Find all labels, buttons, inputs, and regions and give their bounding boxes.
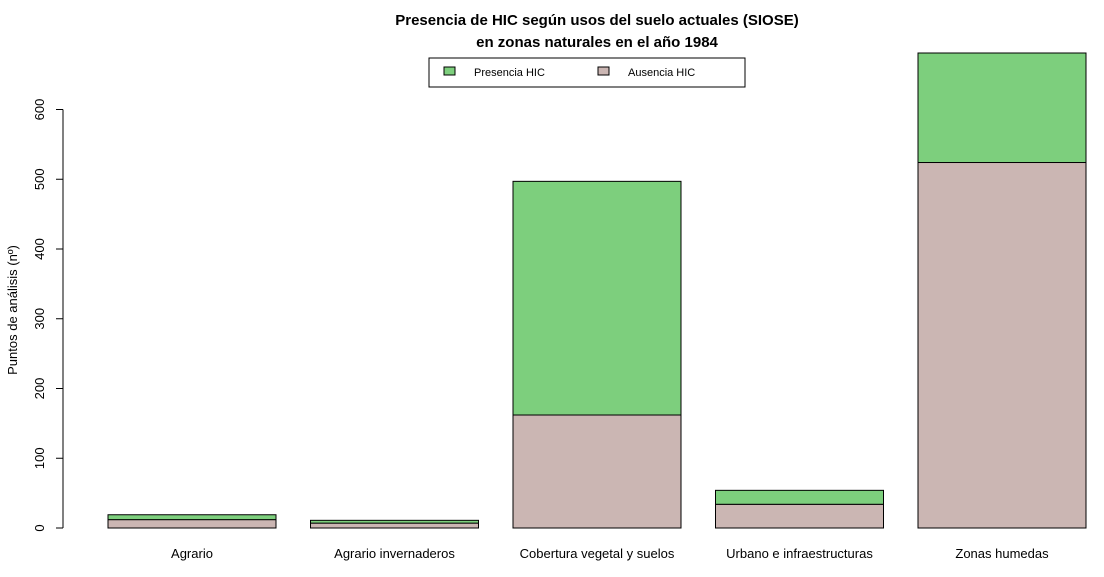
- bar-segment-presencia-hic: [512, 180, 682, 416]
- legend: Presencia HIC Ausencia HIC: [428, 57, 746, 88]
- bar-segment-ausencia-hic: [512, 414, 682, 529]
- y-tick-label: 400: [32, 238, 47, 260]
- bar-segment-ausencia-hic: [917, 162, 1087, 529]
- bar-segment-ausencia-hic: [715, 503, 884, 529]
- chart-title-line-1: Presencia de HIC según usos del suelo ac…: [395, 12, 798, 29]
- bars-group: [107, 52, 1087, 529]
- y-axis: 0 100 200 300 400 500 600: [32, 99, 64, 532]
- legend-swatch: [443, 66, 456, 76]
- legend-swatch: [597, 66, 610, 76]
- y-tick-label: 600: [32, 99, 47, 121]
- y-tick-label: 200: [32, 378, 47, 400]
- y-tick-label: 500: [32, 168, 47, 190]
- x-tick-label: Zonas humedas: [955, 546, 1049, 561]
- bar-segment-ausencia-hic: [107, 519, 277, 529]
- bar-segment-presencia-hic: [715, 489, 884, 505]
- bar-segment-ausencia-hic: [310, 522, 479, 529]
- legend-label: Ausencia HIC: [628, 67, 695, 79]
- legend-box: [428, 57, 746, 88]
- x-tick-label: Agrario: [171, 546, 213, 561]
- legend-label: Presencia HIC: [474, 67, 545, 79]
- y-tick-label: 100: [32, 447, 47, 469]
- x-tick-label: Agrario invernaderos: [334, 546, 455, 561]
- x-axis-labels: Agrario Agrario invernaderos Cobertura veg…: [171, 546, 1049, 561]
- x-tick-label: Cobertura vegetal y suelos: [520, 546, 675, 561]
- y-tick-label: 0: [32, 524, 47, 531]
- bar-segment-presencia-hic: [917, 52, 1087, 164]
- bar-segment-presencia-hic: [107, 514, 277, 521]
- x-tick-label: Urbano e infraestructuras: [726, 546, 873, 561]
- bar-segment-presencia-hic: [310, 519, 479, 524]
- chart-title-line-2: en zonas naturales en el año 1984: [476, 34, 718, 51]
- y-axis-label: Puntos de análisis (nº): [5, 245, 20, 375]
- y-tick-label: 300: [32, 308, 47, 330]
